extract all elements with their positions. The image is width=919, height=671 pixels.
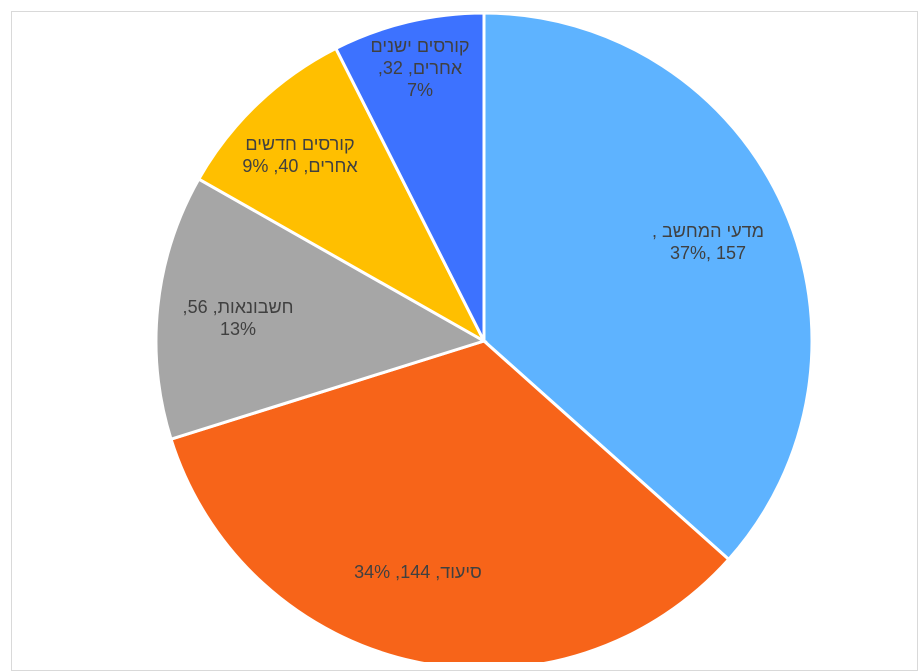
pie-slice-4	[196, 46, 488, 345]
data-label-4-line-2: אחרים, 40, 9%	[242, 156, 358, 176]
pie-slice-1	[482, 11, 814, 562]
labels-layer: מדעי המחשב , 157 ,37% סיעוד, 144, 34% חשבונ…	[183, 36, 764, 582]
pie-slice-3	[154, 177, 488, 442]
data-label-1-line-2: 157 ,37%	[670, 243, 746, 263]
data-label-3-line-1: חשבונאות, 56,	[183, 297, 294, 317]
data-label-5-line-3: 7%	[407, 80, 433, 100]
data-label-2-line-1: סיעוד, 144, 34%	[354, 562, 482, 582]
data-label-4-line-1: קורסים חדשים	[245, 134, 354, 154]
data-label-3: חשבונאות, 56, 13%	[183, 297, 294, 339]
data-label-5-line-1: קורסים ישנים	[370, 36, 469, 56]
data-label-1-line-1: מדעי המחשב ,	[652, 221, 764, 241]
data-label-1: מדעי המחשב , 157 ,37%	[652, 221, 764, 263]
pie-slice-5	[333, 11, 486, 342]
data-label-4: קורסים חדשים אחרים, 40, 9%	[242, 134, 358, 176]
data-label-5-line-2: אחרים, 32,	[378, 58, 463, 78]
data-label-5: קורסים ישנים אחרים, 32, 7%	[370, 36, 469, 100]
data-label-3-line-2: 13%	[220, 319, 256, 339]
data-label-2: סיעוד, 144, 34%	[354, 562, 482, 582]
slices-layer	[154, 11, 814, 662]
